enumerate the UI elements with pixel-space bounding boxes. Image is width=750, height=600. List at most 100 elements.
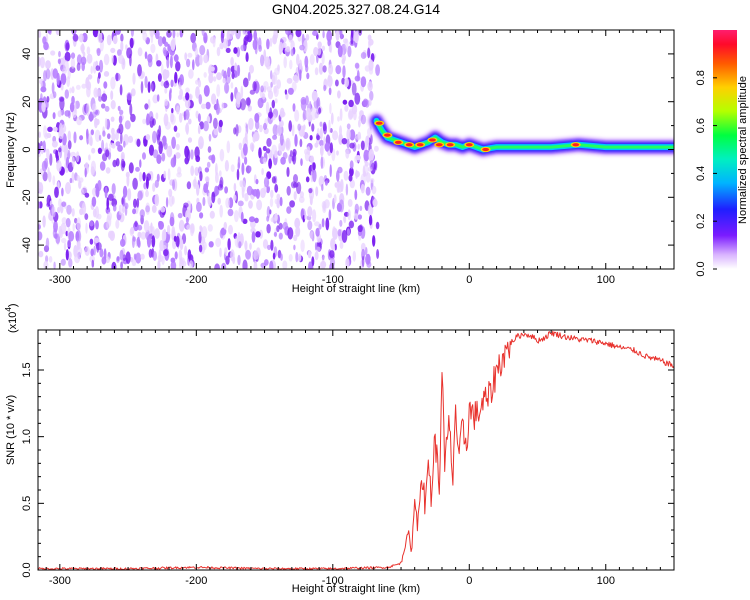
noise-speckle — [199, 212, 204, 219]
noise-speckle — [177, 166, 182, 175]
noise-speckle — [274, 98, 278, 104]
noise-speckle — [343, 170, 349, 181]
noise-speckle — [320, 146, 323, 155]
noise-speckle — [305, 64, 309, 73]
signal-peak — [572, 143, 580, 147]
noise-speckle — [297, 253, 302, 262]
noise-speckle — [339, 108, 343, 121]
noise-speckle — [120, 41, 124, 52]
noise-speckle — [170, 114, 176, 125]
snr-series-line — [38, 330, 674, 570]
noise-speckle — [339, 125, 342, 137]
noise-speckle — [164, 87, 168, 94]
snr-xtick-label: -100 — [322, 575, 344, 587]
noise-speckle — [64, 51, 71, 62]
noise-speckle — [206, 115, 211, 123]
signal-peak — [429, 138, 436, 142]
noise-speckle — [319, 127, 323, 140]
noise-speckle — [177, 212, 183, 219]
noise-speckle — [328, 87, 332, 96]
noise-speckle — [97, 213, 102, 220]
noise-speckle — [110, 116, 115, 122]
noise-speckle — [53, 126, 58, 132]
noise-speckle — [254, 217, 259, 224]
noise-speckle — [272, 134, 278, 140]
noise-speckle — [138, 171, 143, 182]
noise-speckle — [227, 238, 231, 251]
noise-speckle — [360, 183, 365, 194]
noise-speckle — [251, 231, 256, 243]
noise-speckle — [97, 30, 103, 43]
noise-speckle — [348, 99, 354, 108]
noise-speckle — [40, 93, 43, 102]
noise-speckle — [293, 244, 296, 251]
noise-speckle — [40, 80, 43, 88]
noise-speckle — [122, 206, 125, 214]
noise-speckle — [103, 248, 107, 260]
noise-speckle — [272, 34, 277, 45]
noise-speckle — [278, 144, 283, 155]
noise-speckle — [164, 41, 169, 47]
noise-speckle — [91, 147, 96, 154]
noise-speckle — [260, 262, 267, 269]
noise-speckle — [40, 86, 47, 93]
noise-speckle — [41, 160, 48, 172]
noise-speckle — [120, 158, 125, 172]
noise-speckle — [245, 249, 252, 260]
noise-speckle — [167, 168, 171, 181]
noise-speckle — [111, 183, 116, 195]
noise-speckle — [199, 45, 206, 56]
noise-speckle — [137, 231, 142, 239]
noise-speckle — [57, 58, 62, 65]
noise-speckle — [216, 46, 221, 57]
noise-speckle — [324, 142, 330, 152]
noise-speckle — [249, 216, 255, 223]
noise-speckle — [38, 231, 43, 241]
noise-speckle — [165, 197, 169, 208]
noise-speckle — [318, 107, 322, 114]
noise-speckle — [190, 32, 197, 44]
noise-speckle — [243, 77, 249, 88]
noise-speckle — [342, 65, 346, 79]
noise-speckle — [349, 179, 355, 189]
noise-speckle — [334, 182, 338, 188]
noise-speckle — [135, 166, 140, 172]
noise-speckle — [154, 179, 159, 188]
noise-speckle — [349, 160, 354, 170]
noise-speckle — [174, 71, 178, 84]
spectrogram-ylabel: Frequency (Hz) — [5, 112, 17, 188]
noise-speckle — [261, 168, 264, 176]
signal-peak — [435, 143, 443, 147]
noise-speckle — [90, 248, 94, 257]
noise-speckle — [199, 225, 202, 231]
noise-speckle — [223, 221, 227, 230]
noise-speckle — [195, 54, 201, 67]
noise-speckle — [93, 237, 100, 244]
noise-speckle — [372, 235, 376, 247]
noise-speckle — [342, 99, 348, 105]
noise-speckle — [266, 185, 270, 194]
noise-speckle — [365, 135, 370, 144]
noise-speckle — [286, 206, 292, 214]
noise-speckle — [145, 202, 151, 215]
noise-speckle — [286, 77, 293, 84]
noise-speckle — [71, 208, 75, 217]
noise-speckle — [185, 217, 189, 224]
noise-speckle — [321, 218, 325, 228]
noise-speckle — [199, 54, 203, 66]
noise-speckle — [55, 30, 61, 36]
noise-speckle — [61, 217, 67, 225]
noise-speckle — [352, 250, 356, 262]
noise-speckle — [89, 220, 94, 227]
noise-speckle — [244, 240, 248, 250]
noise-speckle — [195, 79, 200, 85]
noise-speckle — [136, 198, 140, 208]
noise-speckle — [208, 66, 215, 72]
noise-speckle — [285, 137, 291, 151]
noise-speckle — [262, 145, 267, 152]
noise-speckle — [351, 82, 357, 96]
noise-speckle — [230, 164, 235, 173]
noise-speckle — [124, 205, 128, 216]
noise-speckle — [238, 142, 242, 150]
noise-speckle — [314, 67, 319, 76]
